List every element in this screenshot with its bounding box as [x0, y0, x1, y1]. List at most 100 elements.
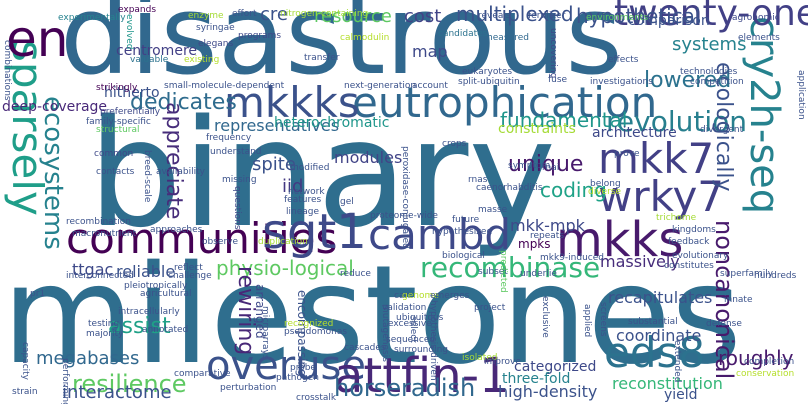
cloud-word: overuse — [206, 343, 366, 389]
cloud-word: multiplexed — [456, 2, 574, 26]
cloud-word: unique — [508, 152, 584, 177]
cloud-word: hypothesis-driven — [428, 300, 438, 381]
cloud-word: enzyme — [188, 11, 224, 21]
cloud-word: exclusive — [540, 296, 550, 338]
cloud-word: project — [474, 303, 506, 313]
cloud-word: crops — [442, 139, 467, 149]
cloud-word: fertilizer — [528, 11, 566, 21]
cloud-word: transfer — [304, 53, 340, 63]
cloud-word: investigations — [590, 77, 653, 87]
cloud-word: small-molecule-dependent — [164, 81, 285, 91]
cloud-word: symptom — [508, 161, 551, 171]
cloud-word: applied — [582, 304, 592, 338]
cloud-word: superfamily — [720, 269, 774, 279]
cloud-word: recognized — [284, 319, 334, 329]
cloud-word: ubiquitous — [396, 313, 444, 323]
cloud-word: rnas — [468, 175, 488, 185]
cloud-word: existing — [184, 55, 220, 65]
cloud-word: features — [284, 195, 322, 205]
cloud-word: disastrous — [60, 0, 623, 99]
cloud-word: cam — [394, 291, 414, 301]
cloud-word: massively — [600, 252, 680, 271]
cloud-word: megabases — [36, 348, 140, 369]
cloud-word: caenorhabditis — [476, 183, 543, 193]
cloud-word: strain — [12, 387, 38, 397]
cloud-word: twenty-one — [614, 0, 808, 34]
cloud-word: capacity — [20, 342, 30, 380]
cloud-word: sparsely — [3, 40, 52, 216]
cloud-word: lineage — [286, 207, 320, 217]
cloud-word: high-density — [498, 382, 598, 401]
cloud-word: effort — [232, 9, 257, 19]
cloud-word: validation — [382, 303, 427, 313]
cloud-word: pathogen — [276, 373, 319, 383]
cloud-word: isolated — [462, 353, 498, 363]
cloud-word: representatives — [214, 116, 340, 135]
cloud-word: majority — [86, 329, 124, 339]
cloud-word: revolution — [606, 105, 747, 138]
cloud-word: pseudomonas — [284, 327, 348, 337]
cloud-word: network — [288, 187, 325, 197]
cloud-word: screens — [598, 302, 608, 337]
cloud-word: elements — [738, 33, 780, 43]
cloud-word: perturbation — [220, 383, 277, 393]
cloud-word: lowered — [644, 68, 732, 93]
cloud-word: nitrogen-containing — [280, 9, 369, 19]
cloud-word: observe — [202, 237, 239, 247]
cloud-word: reduce — [340, 269, 371, 279]
cloud-word: substantial — [628, 317, 678, 327]
cloud-word: categorized — [514, 359, 597, 375]
cloud-word: map — [412, 42, 448, 61]
cloud-word: expands — [118, 5, 157, 15]
cloud-word: repeats — [530, 231, 565, 241]
cloud-word: feedback — [668, 237, 710, 247]
cloud-word: defense — [706, 319, 742, 329]
cloud-word: appreciate — [161, 102, 186, 220]
cloud-word: extended — [672, 340, 682, 383]
cloud-word: arranged — [253, 284, 267, 339]
cloud-word: mkks — [556, 212, 684, 268]
cloud-word: eutrophication — [352, 78, 658, 127]
cloud-word: probe — [290, 363, 316, 373]
cloud-word: roughly — [718, 346, 794, 370]
cloud-word: mkk7 — [598, 134, 715, 183]
cloud-word: resilience — [72, 370, 187, 398]
cloud-word: mkkks — [224, 78, 360, 127]
cloud-word: agricultural — [140, 289, 192, 299]
cloud-word: binary — [88, 88, 556, 260]
cloud-word: completion — [744, 357, 795, 367]
cloud-word: hypothetical — [576, 4, 701, 28]
cloud-word: frequency — [206, 133, 252, 143]
cloud-word: deep-coverage — [2, 99, 108, 115]
cloud-word: ttgac — [72, 260, 114, 279]
cloud-word: coding — [540, 178, 607, 202]
cloud-word: diverse — [588, 187, 622, 197]
cloud-word: crosstalk — [296, 393, 337, 403]
cloud-word: mutagenesis — [380, 304, 390, 362]
cloud-word: milestones — [2, 237, 742, 395]
cloud-word: approaches — [150, 225, 203, 235]
cloud-word: predicted — [498, 250, 508, 293]
cloud-word: uncovering — [548, 28, 558, 79]
cloud-word: sequenced — [386, 335, 436, 345]
cloud-word: cry2h-seq — [741, 16, 787, 215]
cloud-word: mkk-mpk — [510, 216, 585, 235]
cloud-word: combinations — [2, 40, 12, 101]
cloud-word: heterochromatic — [274, 115, 390, 131]
cloud-word: underlie — [520, 269, 557, 279]
cloud-word: testing — [88, 319, 120, 329]
cloud-word: systems — [672, 34, 747, 55]
cloud-word: hundreds — [754, 271, 797, 281]
cloud-word: cascades — [344, 343, 386, 353]
cloud-word: modules — [334, 148, 403, 167]
cloud-word: en — [6, 10, 69, 68]
cloud-word: hypothesized — [432, 227, 493, 237]
cloud-word: application — [796, 70, 806, 120]
cloud-word: duplication — [258, 237, 308, 247]
cloud-word: microarrays — [260, 306, 270, 360]
cloud-word: breed-scale — [142, 150, 152, 203]
cloud-word: understand — [210, 147, 262, 157]
cloud-word: reflect — [174, 263, 203, 273]
cloud-word: technologies — [680, 67, 738, 77]
